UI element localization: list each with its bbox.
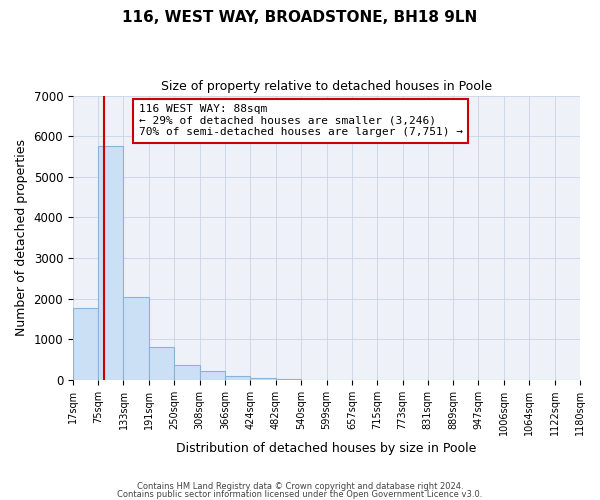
- Bar: [73, 308, 98, 380]
- Bar: [250, 378, 275, 380]
- Bar: [200, 371, 225, 380]
- Y-axis label: Number of detached properties: Number of detached properties: [15, 139, 28, 336]
- Bar: [225, 376, 250, 380]
- Bar: [149, 346, 174, 380]
- Bar: [124, 296, 149, 380]
- X-axis label: Distribution of detached houses by size in Poole: Distribution of detached houses by size …: [176, 442, 476, 455]
- Title: Size of property relative to detached houses in Poole: Size of property relative to detached ho…: [161, 80, 492, 93]
- Bar: [175, 365, 200, 380]
- Text: 116, WEST WAY, BROADSTONE, BH18 9LN: 116, WEST WAY, BROADSTONE, BH18 9LN: [122, 10, 478, 25]
- Bar: [98, 146, 124, 380]
- Text: Contains HM Land Registry data © Crown copyright and database right 2024.: Contains HM Land Registry data © Crown c…: [137, 482, 463, 491]
- Text: Contains public sector information licensed under the Open Government Licence v3: Contains public sector information licen…: [118, 490, 482, 499]
- Bar: [275, 379, 301, 380]
- Text: 116 WEST WAY: 88sqm
← 29% of detached houses are smaller (3,246)
70% of semi-det: 116 WEST WAY: 88sqm ← 29% of detached ho…: [139, 104, 463, 138]
